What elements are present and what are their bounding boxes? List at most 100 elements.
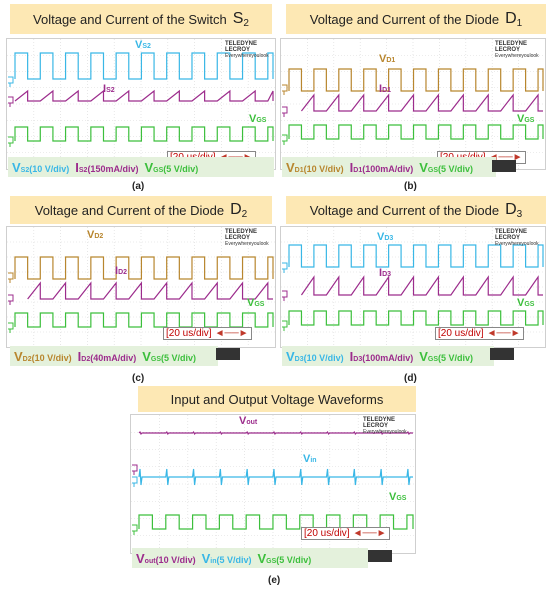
oscilloscope-screen: TELEDYNE LECROY Everywhereyoulook VD1 ID1… <box>280 38 546 170</box>
title-subscript: D2 <box>230 200 248 220</box>
teledyne-lecroy-logo: TELEDYNE LECROY Everywhereyoulook <box>225 41 269 59</box>
legend-item: ID3(100mA/div) <box>349 348 414 364</box>
panel-title: Input and Output Voltage Waveforms <box>138 386 416 412</box>
waveform-vgs <box>14 312 274 328</box>
channel-ground-marker <box>132 476 138 487</box>
channel-ground-marker <box>8 322 14 333</box>
time-div-label: [20 us/div]◄──► <box>435 327 524 340</box>
channel-ground-marker <box>8 294 14 305</box>
scope-info-box <box>216 348 240 360</box>
signal-label-vgs: VGS <box>247 297 265 309</box>
waveform-v <box>288 244 544 268</box>
channel-ground-marker <box>282 290 288 301</box>
signal-label-i: ID2 <box>115 265 128 277</box>
title-text: Voltage and Current of the Diode <box>309 11 500 27</box>
panel-caption: (c) <box>132 373 145 384</box>
teledyne-lecroy-logo: TELEDYNE LECROY Everywhereyoulook <box>363 417 407 435</box>
waveform-vgs <box>288 310 544 326</box>
waveform-plot <box>7 39 275 169</box>
legend-item: VGS(5 V/div) <box>257 550 312 566</box>
channel-ground-marker <box>8 272 14 283</box>
legend-item: VS2(10 V/div) <box>12 159 70 175</box>
legend-item: Vout(10 V/div) <box>136 550 196 566</box>
legend-item: VD3(10 V/div) <box>286 348 344 364</box>
scale-legend: VD2(10 V/div) ID2(40mA/div) VGS(5 V/div) <box>10 346 218 366</box>
panel-caption: (e) <box>268 575 281 586</box>
panel-caption: (b) <box>404 181 417 192</box>
teledyne-lecroy-logo: TELEDYNE LECROY Everywhereyoulook <box>225 229 269 247</box>
waveform-plot <box>131 415 415 553</box>
legend-item: VD2(10 V/div) <box>14 348 72 364</box>
time-div-label: [20 us/div]◄──► <box>163 327 252 340</box>
signal-label-vin: Vin <box>303 453 317 465</box>
waveform-v <box>288 68 544 92</box>
waveform-vgs <box>14 126 274 142</box>
signal-label-i: ID3 <box>379 267 392 279</box>
legend-item: Vin(5 V/div) <box>201 550 252 566</box>
waveform-vgs <box>288 124 544 140</box>
panel-caption: (a) <box>132 181 145 192</box>
waveform-v <box>14 256 274 280</box>
scope-info-box <box>492 160 516 172</box>
waveform-vout <box>138 430 413 436</box>
legend-item: VGS(5 V/div) <box>419 159 474 175</box>
waveform-i <box>27 281 273 300</box>
waveform-i <box>300 93 543 112</box>
channel-ground-marker <box>282 106 288 117</box>
signal-label-vgs: VGS <box>517 297 535 309</box>
channel-ground-marker <box>282 320 288 331</box>
title-text: Voltage and Current of the Switch <box>33 11 227 27</box>
channel-ground-marker <box>282 262 288 273</box>
scope-info-box <box>368 550 392 562</box>
legend-item: VGS(5 V/div) <box>144 159 199 175</box>
panel-title: Voltage and Current of the Diode D1 <box>286 4 546 34</box>
scale-legend: Vout(10 V/div) Vin(5 V/div) VGS(5 V/div) <box>132 548 368 568</box>
legend-item: VGS(5 V/div) <box>419 348 474 364</box>
legend-item: ID2(40mA/div) <box>77 348 137 364</box>
oscilloscope-screen: TELEDYNE LECROY Everywhereyoulook VS2 IS2… <box>6 38 276 170</box>
signal-label-v: VD2 <box>87 229 104 241</box>
signal-label-i: IS2 <box>103 83 115 95</box>
teledyne-lecroy-logo: TELEDYNE LECROY Everywhereyoulook <box>495 41 539 59</box>
title-subscript: D3 <box>505 200 523 220</box>
panel-title: Voltage and Current of the Diode D3 <box>286 196 546 224</box>
oscilloscope-screen: TELEDYNE LECROY Everywhereyoulook VD3 ID3… <box>280 226 546 348</box>
panel-title: Voltage and Current of the Diode D2 <box>10 196 272 224</box>
title-text: Voltage and Current of the Diode <box>34 202 225 218</box>
panel-title: Voltage and Current of the Switch S2 <box>10 4 272 34</box>
channel-ground-marker <box>8 96 14 107</box>
waveform-v <box>14 52 274 80</box>
title-text: Voltage and Current of the Diode <box>309 202 500 218</box>
channel-ground-marker <box>8 136 14 147</box>
waveform-plot <box>281 39 545 169</box>
scale-legend: VS2(10 V/div) IS2(150mA/div) VGS(5 V/div… <box>8 157 274 177</box>
title-subscript: D1 <box>505 9 523 29</box>
signal-label-v: VS2 <box>135 39 151 51</box>
signal-label-vgs: VGS <box>249 113 267 125</box>
signal-label-v: VD1 <box>379 53 396 65</box>
signal-label-i: ID1 <box>379 83 392 95</box>
legend-item: IS2(150mA/div) <box>75 159 139 175</box>
signal-label-vout: Vout <box>239 415 258 427</box>
panel-caption: (d) <box>404 373 417 384</box>
oscilloscope-screen: TELEDYNE LECROY Everywhereyoulook VD2 ID2… <box>6 226 276 348</box>
scope-info-box <box>490 348 514 360</box>
title-subscript: S2 <box>232 9 249 29</box>
oscilloscope-screen: TELEDYNE LECROY Everywhereyoulook Vout Vi… <box>130 414 416 554</box>
signal-label-vgs: VGS <box>517 113 535 125</box>
teledyne-lecroy-logo: TELEDYNE LECROY Everywhereyoulook <box>495 229 539 247</box>
title-text: Input and Output Voltage Waveforms <box>170 391 384 407</box>
channel-ground-marker <box>282 84 288 95</box>
channel-ground-marker <box>132 524 138 535</box>
scale-legend: VD1(10 V/div) ID1(100mA/div) VGS(5 V/div… <box>282 157 496 177</box>
channel-ground-marker <box>282 134 288 145</box>
channel-ground-marker <box>8 76 14 87</box>
waveform-vin <box>138 468 413 486</box>
scale-legend: VD3(10 V/div) ID3(100mA/div) VGS(5 V/div… <box>282 346 494 366</box>
signal-label-v: VD3 <box>377 231 394 243</box>
time-div-label: [20 us/div]◄──► <box>301 527 390 540</box>
legend-item: VGS(5 V/div) <box>142 348 197 364</box>
legend-item: VD1(10 V/div) <box>286 159 344 175</box>
legend-item: ID1(100mA/div) <box>349 159 414 175</box>
waveform-i <box>14 89 274 102</box>
